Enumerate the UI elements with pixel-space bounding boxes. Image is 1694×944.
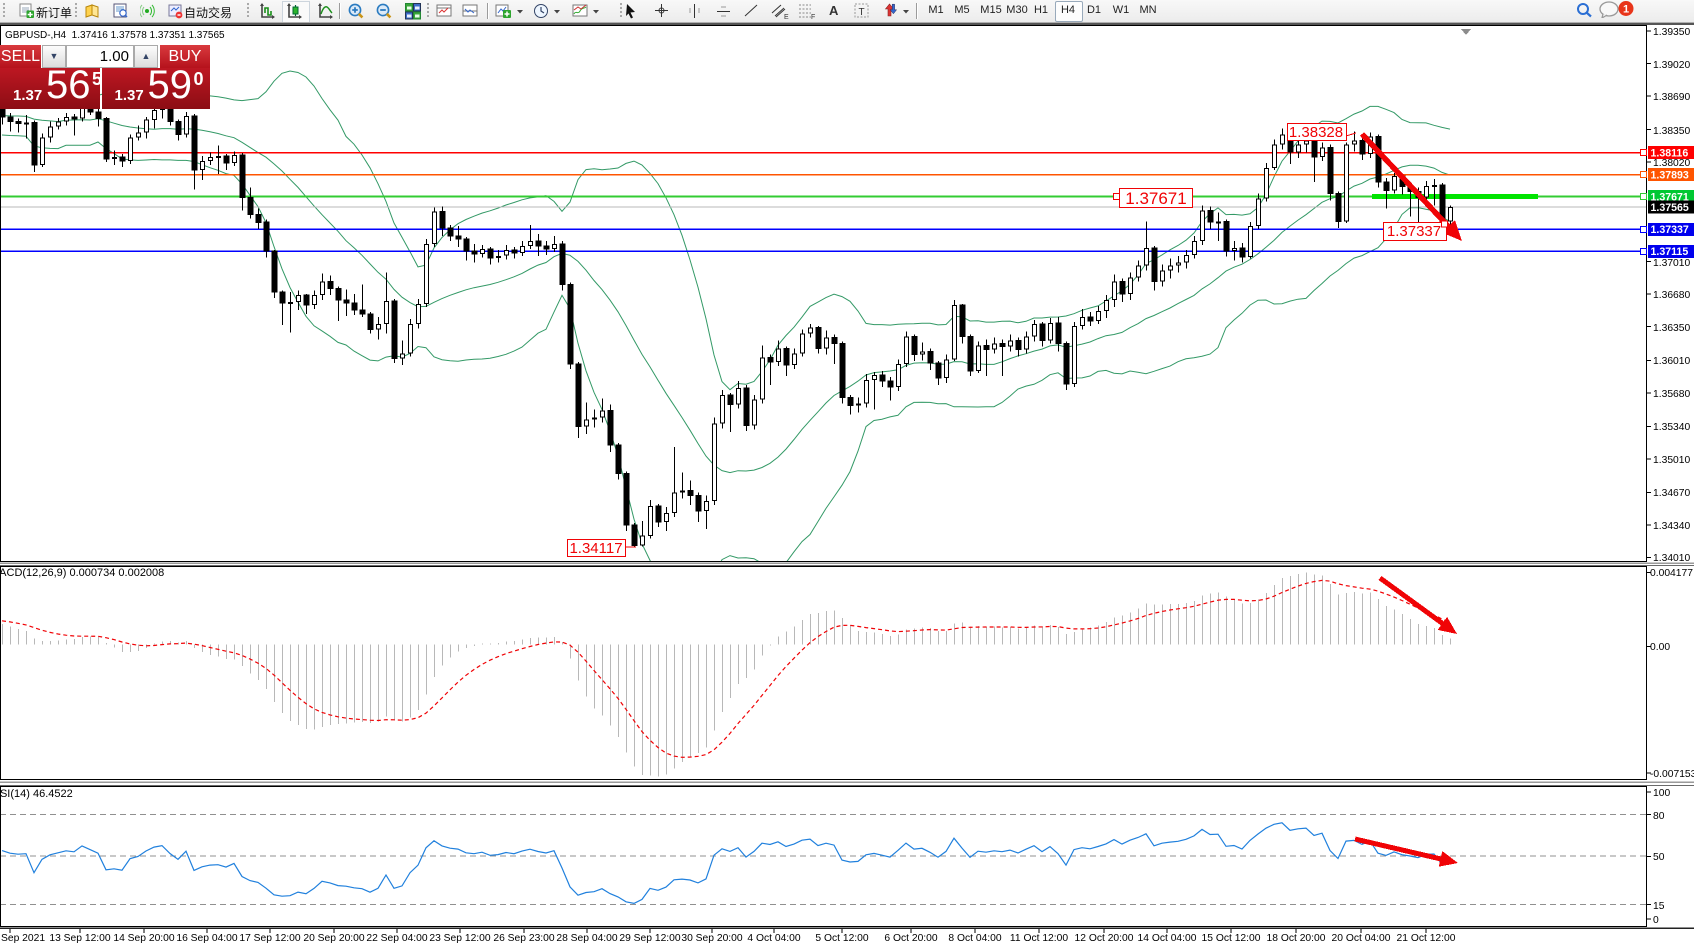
svg-text:1.37671: 1.37671 <box>1125 189 1186 208</box>
svg-text:0: 0 <box>1653 915 1659 926</box>
svg-text:GBPUSD-,H4 1.37416 1.37578 1.: GBPUSD-,H4 1.37416 1.37578 1.37351 1.375… <box>5 30 225 41</box>
svg-text:1.36350: 1.36350 <box>1653 323 1690 334</box>
svg-text:28 Sep 04:00: 28 Sep 04:00 <box>556 933 618 944</box>
svg-text:-0.007153: -0.007153 <box>1650 769 1694 780</box>
svg-text:20 Oct 04:00: 20 Oct 04:00 <box>1332 933 1391 944</box>
svg-text:15 Oct 12:00: 15 Oct 12:00 <box>1202 933 1261 944</box>
svg-text:1.37671: 1.37671 <box>1651 191 1689 203</box>
svg-text:1.37337: 1.37337 <box>1651 224 1689 236</box>
svg-text:14 Oct 04:00: 14 Oct 04:00 <box>1138 933 1197 944</box>
svg-text:0.004177: 0.004177 <box>1650 568 1693 579</box>
svg-text:1.38328: 1.38328 <box>1289 124 1343 141</box>
svg-text:1.38020: 1.38020 <box>1653 158 1690 169</box>
svg-text:0.00: 0.00 <box>1650 642 1670 653</box>
svg-text:22 Sep 04:00: 22 Sep 04:00 <box>366 933 428 944</box>
svg-text:8 Oct 04:00: 8 Oct 04:00 <box>948 933 1002 944</box>
svg-text:1.37010: 1.37010 <box>1653 258 1690 269</box>
svg-text:13 Sep 12:00: 13 Sep 12:00 <box>49 933 111 944</box>
svg-text:1.37115: 1.37115 <box>1651 246 1689 258</box>
svg-text:5 Oct 12:00: 5 Oct 12:00 <box>815 933 869 944</box>
svg-text:RSI(14) 46.4522: RSI(14) 46.4522 <box>0 788 73 800</box>
svg-text:1.35680: 1.35680 <box>1653 389 1690 400</box>
svg-text:MACD(12,26,9) 0.000734 0.00200: MACD(12,26,9) 0.000734 0.002008 <box>0 567 164 579</box>
svg-text:1.36010: 1.36010 <box>1653 356 1690 367</box>
svg-text:18 Oct 20:00: 18 Oct 20:00 <box>1267 933 1326 944</box>
svg-text:1.34670: 1.34670 <box>1653 488 1690 499</box>
svg-text:100: 100 <box>1653 788 1670 799</box>
svg-text:1.37565: 1.37565 <box>1651 202 1689 214</box>
svg-text:16 Sep 04:00: 16 Sep 04:00 <box>176 933 238 944</box>
svg-text:50: 50 <box>1653 852 1665 863</box>
svg-text:1.34010: 1.34010 <box>1653 553 1690 564</box>
svg-text:29 Sep 12:00: 29 Sep 12:00 <box>619 933 681 944</box>
svg-text:1.38350: 1.38350 <box>1653 126 1690 137</box>
svg-text:1.37893: 1.37893 <box>1651 169 1689 181</box>
svg-text:1.36680: 1.36680 <box>1653 290 1690 301</box>
svg-text:F: F <box>811 14 815 20</box>
svg-text:12 Oct 20:00: 12 Oct 20:00 <box>1075 933 1134 944</box>
svg-text:1.39350: 1.39350 <box>1653 27 1690 38</box>
svg-text:26 Sep 23:00: 26 Sep 23:00 <box>493 933 555 944</box>
svg-text:T: T <box>859 7 865 18</box>
svg-text:1.38690: 1.38690 <box>1653 92 1690 103</box>
svg-text:E: E <box>784 14 789 20</box>
svg-text:17 Sep 12:00: 17 Sep 12:00 <box>239 933 301 944</box>
svg-text:4 Oct 04:00: 4 Oct 04:00 <box>747 933 801 944</box>
svg-text:1.34340: 1.34340 <box>1653 521 1690 532</box>
svg-text:11 Oct 12:00: 11 Oct 12:00 <box>1010 933 1068 944</box>
svg-text:1.37337: 1.37337 <box>1387 223 1441 240</box>
svg-text:1.34117: 1.34117 <box>569 540 622 557</box>
svg-text:21 Oct 12:00: 21 Oct 12:00 <box>1397 933 1456 944</box>
svg-text:1.38116: 1.38116 <box>1651 147 1689 159</box>
svg-text:23 Sep 12:00: 23 Sep 12:00 <box>429 933 491 944</box>
svg-text:Sep 2021: Sep 2021 <box>1 933 45 944</box>
svg-text:1: 1 <box>1623 4 1629 16</box>
svg-text:1.35340: 1.35340 <box>1653 422 1690 433</box>
svg-text:14 Sep 20:00: 14 Sep 20:00 <box>113 933 175 944</box>
svg-text:6 Oct 20:00: 6 Oct 20:00 <box>884 933 938 944</box>
svg-text:20 Sep 20:00: 20 Sep 20:00 <box>303 933 365 944</box>
svg-text:80: 80 <box>1653 811 1665 822</box>
svg-text:15: 15 <box>1653 901 1665 912</box>
svg-text:1.39020: 1.39020 <box>1653 60 1690 71</box>
svg-text:1.35010: 1.35010 <box>1653 455 1690 466</box>
svg-text:30 Sep 20:00: 30 Sep 20:00 <box>681 933 743 944</box>
